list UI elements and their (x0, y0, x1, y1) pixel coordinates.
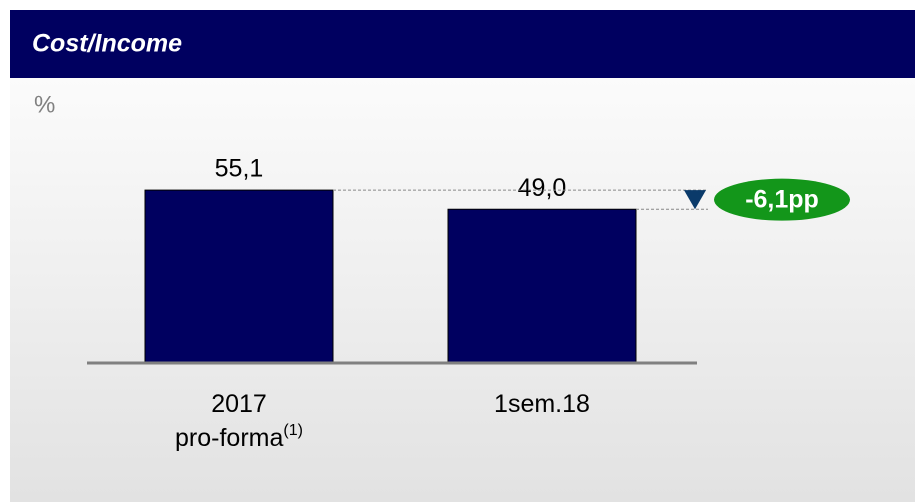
chart-title: Cost/Income (32, 30, 182, 58)
delta-label: -6,1pp (745, 185, 819, 213)
delta-pill (714, 178, 850, 221)
value-label: 49,0 (518, 174, 567, 202)
delta-arrow (684, 190, 706, 210)
y-unit-label: % (34, 91, 55, 118)
bar (144, 189, 334, 364)
header-bar (10, 10, 915, 78)
value-label: 55,1 (215, 155, 264, 183)
bar (447, 208, 637, 364)
x-tick-label: 2017 pro-forma(1) (175, 390, 303, 452)
x-tick-label: 1sem.18 (494, 390, 590, 418)
